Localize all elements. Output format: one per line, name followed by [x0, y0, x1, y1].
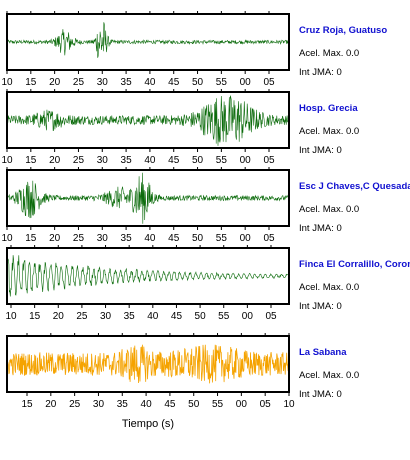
jma-intensity-label: Int JMA: 0 [299, 223, 342, 234]
tick-label: 35 [121, 233, 133, 244]
waveform-trace [6, 172, 290, 224]
tick-label: 35 [121, 155, 133, 166]
station-panel: 10 15 20 25 30 35 40 45 50 55 00 05 Cruz Roja, Guatu… [1, 11, 387, 88]
station-name: Esc J Chaves,C Quesada [299, 181, 410, 192]
tick-label: 15 [25, 77, 37, 88]
jma-intensity-label: Int JMA: 0 [299, 145, 342, 156]
tick-label: 10 [1, 77, 13, 88]
tick-label: 25 [73, 77, 85, 88]
waveform-trace [6, 255, 290, 297]
station-panel: 10 15 20 25 30 35 40 45 50 55 00 05 Finca El Corrali… [5, 245, 410, 322]
tick-label: 15 [29, 311, 41, 322]
station-name: Hosp. Grecia [299, 103, 358, 114]
tick-label: 50 [192, 155, 204, 166]
tick-label: 00 [242, 311, 254, 322]
station-panel: 15 20 25 30 35 40 45 50 55 00 05 10 La Sabana Acel. M… [6, 333, 359, 410]
accel-max-label: Acel. Max. 0.0 [299, 126, 359, 137]
tick-label: 40 [144, 77, 156, 88]
station-panel: 10 15 20 25 30 35 40 45 50 55 00 05 Esc J Chaves,C Q… [1, 167, 410, 244]
tick-label: 35 [117, 399, 129, 410]
station-name: Cruz Roja, Guatuso [299, 25, 387, 36]
accel-max-label: Acel. Max. 0.0 [299, 204, 359, 215]
tick-label: 50 [195, 311, 207, 322]
station-name: Finca El Corralillo, Coronado [299, 259, 410, 270]
tick-label: 35 [121, 77, 133, 88]
tick-label: 25 [76, 311, 88, 322]
tick-label: 25 [73, 155, 85, 166]
tick-label: 40 [141, 399, 153, 410]
tick-label: 10 [1, 233, 13, 244]
tick-label: 40 [144, 233, 156, 244]
panel-frame [6, 91, 290, 149]
accel-max-label: Acel. Max. 0.0 [299, 370, 359, 381]
tick-label: 20 [53, 311, 65, 322]
tick-label: 00 [236, 399, 248, 410]
tick-label: 10 [1, 155, 13, 166]
tick-label: 15 [21, 399, 33, 410]
tick-label: 20 [49, 155, 61, 166]
tick-label: 00 [240, 155, 252, 166]
tick-label: 05 [265, 311, 277, 322]
jma-intensity-label: Int JMA: 0 [299, 67, 342, 78]
tick-label: 40 [147, 311, 159, 322]
tick-label: 20 [45, 399, 57, 410]
waveform-trace [6, 22, 290, 58]
tick-label: 55 [216, 155, 228, 166]
tick-label: 00 [240, 233, 252, 244]
tick-label: 05 [263, 233, 275, 244]
tick-label: 20 [49, 77, 61, 88]
accel-max-label: Acel. Max. 0.0 [299, 48, 359, 59]
tick-label: 30 [97, 233, 109, 244]
tick-label: 45 [168, 77, 180, 88]
tick-label: 40 [144, 155, 156, 166]
tick-label: 25 [73, 233, 85, 244]
panel-frame [6, 247, 290, 305]
tick-label: 55 [216, 233, 228, 244]
jma-intensity-label: Int JMA: 0 [299, 389, 342, 400]
tick-label: 30 [93, 399, 105, 410]
tick-label: 55 [218, 311, 230, 322]
x-axis-title: Tiempo (s) [122, 418, 174, 430]
tick-label: 10 [5, 311, 17, 322]
tick-label: 00 [240, 77, 252, 88]
panel-frame [6, 335, 290, 393]
tick-label: 45 [171, 311, 183, 322]
tick-label: 55 [212, 399, 224, 410]
tick-label: 45 [168, 155, 180, 166]
accel-max-label: Acel. Max. 0.0 [299, 282, 359, 293]
waveform-trace [6, 344, 290, 384]
tick-label: 25 [69, 399, 81, 410]
waveform-trace [6, 95, 290, 146]
tick-label: 15 [25, 155, 37, 166]
tick-label: 50 [188, 399, 200, 410]
tick-label: 55 [216, 77, 228, 88]
tick-label: 30 [97, 77, 109, 88]
station-name: La Sabana [299, 347, 347, 358]
tick-label: 10 [283, 399, 295, 410]
tick-label: 35 [124, 311, 136, 322]
tick-label: 50 [192, 233, 204, 244]
tick-label: 50 [192, 77, 204, 88]
tick-label: 45 [168, 233, 180, 244]
jma-intensity-label: Int JMA: 0 [299, 301, 342, 312]
tick-label: 30 [97, 155, 109, 166]
tick-label: 20 [49, 233, 61, 244]
tick-label: 15 [25, 233, 37, 244]
panel-frame [6, 13, 290, 71]
tick-label: 45 [164, 399, 176, 410]
tick-label: 30 [100, 311, 112, 322]
tick-label: 05 [263, 155, 275, 166]
tick-label: 05 [263, 77, 275, 88]
panel-frame [6, 169, 290, 227]
station-panel: 10 15 20 25 30 35 40 45 50 55 00 05 Hosp. Grecia Acel… [1, 89, 359, 166]
tick-label: 05 [260, 399, 272, 410]
